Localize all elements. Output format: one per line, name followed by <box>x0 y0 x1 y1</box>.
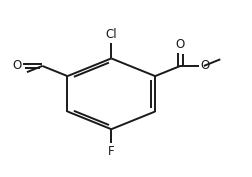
Text: F: F <box>108 145 114 158</box>
Text: Cl: Cl <box>105 28 117 41</box>
Text: O: O <box>175 38 184 51</box>
Text: O: O <box>200 59 209 72</box>
Text: O: O <box>12 59 21 72</box>
